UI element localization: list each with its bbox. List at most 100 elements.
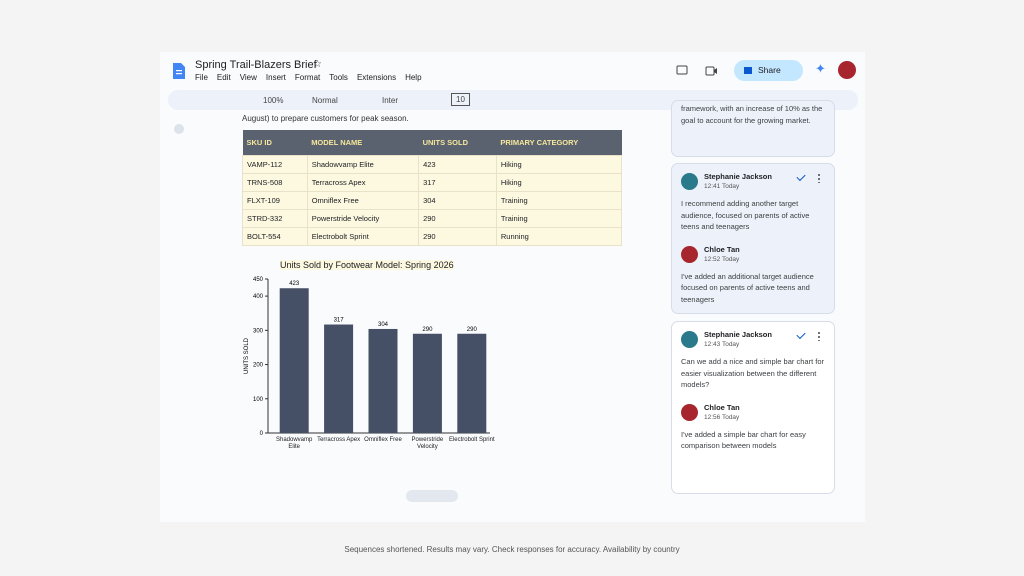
- comment-author: Chloe Tan: [704, 244, 740, 254]
- table-cell: Omniflex Free: [306, 191, 420, 210]
- table-row: BOLT-554 Electrobolt Sprint 290 Running: [242, 227, 623, 246]
- table-cell: Terracross Apex: [306, 173, 420, 192]
- table-cell: Hiking: [495, 155, 623, 174]
- profile-avatar[interactable]: [838, 61, 856, 79]
- table-cell: STRD-332: [242, 209, 308, 228]
- menu-item[interactable]: View: [239, 73, 257, 82]
- comment-time: 12:41 Today: [704, 183, 740, 190]
- table-cell: Hiking: [495, 173, 623, 192]
- table-row: STRD-332 Powerstride Velocity 290 Training: [242, 209, 623, 228]
- comment: Chloe Tan 12:56 Today I've added a simple …: [672, 395, 834, 456]
- table-cell: Electrobolt Sprint: [306, 227, 420, 246]
- comment-time: 12:52 Today: [704, 255, 740, 263]
- comment-card: Stephanie Jackson 12:41 Today I recommend …: [671, 163, 835, 314]
- table-cell: TRNS-508: [242, 173, 308, 192]
- comment: Stephanie Jackson 12:43 Today Can we add a…: [672, 322, 834, 395]
- data-label: 304: [378, 322, 389, 328]
- table-cell: FLXT-109: [242, 191, 308, 210]
- share-label[interactable]: Share: [758, 65, 781, 75]
- table-row: TRNS-508 Terracross Apex 317 Hiking: [242, 173, 623, 192]
- font-size[interactable]: 10: [451, 93, 470, 106]
- comment: framework, with an increase of 10% as th…: [672, 101, 834, 130]
- header-icons: [676, 65, 717, 76]
- table-row: FLXT-109 Omniflex Free 304 Training: [242, 191, 623, 210]
- x-tick-label: Omniflex Free: [364, 437, 402, 443]
- comment-text: I've added an additional target audience…: [681, 271, 814, 304]
- style-select[interactable]: Normal: [312, 96, 338, 105]
- table-cell: 317: [418, 173, 497, 192]
- menu-item[interactable]: Edit: [216, 73, 231, 82]
- gemini-chip[interactable]: [406, 490, 458, 502]
- data-label: 290: [422, 327, 433, 333]
- comment-card: Stephanie Jackson 12:43 Today Can we add a…: [671, 321, 835, 494]
- menu-item[interactable]: Extensions: [356, 73, 397, 82]
- menu-item[interactable]: Help: [405, 73, 422, 82]
- table-cell: 423: [418, 155, 497, 174]
- gemini-icon[interactable]: ✦: [815, 61, 826, 76]
- x-tick-label: Powerstride Velocity: [411, 437, 444, 450]
- doc-title[interactable]: Spring Trail-Blazers Brief: [195, 59, 317, 71]
- table-cell: 290: [418, 227, 497, 246]
- zoom[interactable]: 100%: [263, 96, 284, 105]
- comment-author: Chloe Tan: [704, 402, 740, 412]
- header-cell: PRIMARY CATEGORY: [496, 130, 622, 156]
- y-tick-label: 0: [260, 431, 264, 437]
- y-tick-label: 400: [253, 294, 264, 300]
- comment: Chloe Tan 12:52 Today I've added an additi…: [672, 237, 834, 310]
- table-cell: Running: [495, 227, 623, 246]
- avatar: [681, 245, 698, 263]
- data-table: SKU ID MODEL NAME UNITS SOLD PRIMARY CATEGO…: [242, 130, 623, 246]
- y-tick-label: 450: [253, 277, 264, 283]
- data-label: 423: [289, 281, 300, 287]
- table-cell: 290: [418, 209, 497, 228]
- table-cell: Shadowvamp Elite: [306, 155, 420, 174]
- share-button[interactable]: Share: [734, 60, 803, 81]
- comment-time: 12:43 Today: [704, 341, 740, 348]
- bar: [368, 328, 398, 433]
- avatar: [681, 173, 698, 190]
- bar: [457, 333, 487, 433]
- x-tick-label: Terracross Apex: [317, 437, 361, 443]
- table-cell: BOLT-554: [242, 227, 308, 246]
- comment-time: 12:56 Today: [704, 413, 740, 421]
- bar: [279, 288, 309, 433]
- comment-author: Stephanie Jackson: [704, 172, 772, 181]
- y-tick-label: 200: [253, 363, 264, 369]
- table-cell: 304: [418, 191, 497, 210]
- x-tick-label: Shadowvamp Elite: [276, 437, 313, 450]
- data-label: 290: [467, 327, 478, 333]
- more-button[interactable]: [818, 173, 820, 183]
- table-cell: Training: [495, 209, 623, 228]
- comment-text: Can we add a nice and simple bar chart f…: [681, 357, 824, 389]
- table-row: VAMP-112 Shadowvamp Elite 423 Hiking: [242, 155, 623, 174]
- header-cell: MODEL NAME: [307, 130, 419, 156]
- header-cell: UNITS SOLD: [418, 130, 497, 156]
- table-cell: Training: [495, 191, 623, 210]
- comment-author: Stephanie Jackson: [704, 330, 772, 339]
- more-button[interactable]: [818, 331, 820, 341]
- chart-title: Units Sold by Footwear Model: Spring 202…: [280, 260, 454, 270]
- data-label: 317: [334, 318, 345, 324]
- menu-item[interactable]: Insert: [265, 73, 286, 82]
- comment-text: I recommend adding another target audien…: [681, 199, 810, 231]
- star-icon[interactable]: ☆: [313, 59, 322, 70]
- menu-bar: File Edit View Insert Format Tools Extensions H…: [195, 73, 431, 82]
- comment-card: framework, with an increase of 10% as th…: [671, 100, 835, 157]
- table-cell: VAMP-112: [242, 155, 308, 174]
- chart-plot: 0 100 200 300 400 450 UNITS SOLD 423 317 304 290 29…: [244, 277, 490, 437]
- comment: Stephanie Jackson 12:41 Today I recommend …: [672, 164, 834, 237]
- y-tick-label: 300: [253, 328, 264, 334]
- x-tick-label: Electrobolt Sprint: [448, 437, 495, 443]
- avatar: [681, 331, 698, 348]
- header-cell: SKU ID: [242, 130, 308, 156]
- menu-item[interactable]: File: [195, 73, 208, 82]
- comment-text: I've added a simple bar chart for easy c…: [681, 429, 806, 451]
- bar-chart: Units Sold by Footwear Model: Spring 202…: [240, 255, 500, 465]
- footer-note: Sequences shortened. Results may vary. C…: [344, 545, 680, 554]
- menu-item[interactable]: Format: [294, 73, 321, 82]
- y-tick-label: 100: [253, 397, 264, 403]
- menu-item[interactable]: Tools: [329, 73, 348, 82]
- outline-button[interactable]: [174, 124, 184, 134]
- font-select[interactable]: Inter: [382, 96, 399, 105]
